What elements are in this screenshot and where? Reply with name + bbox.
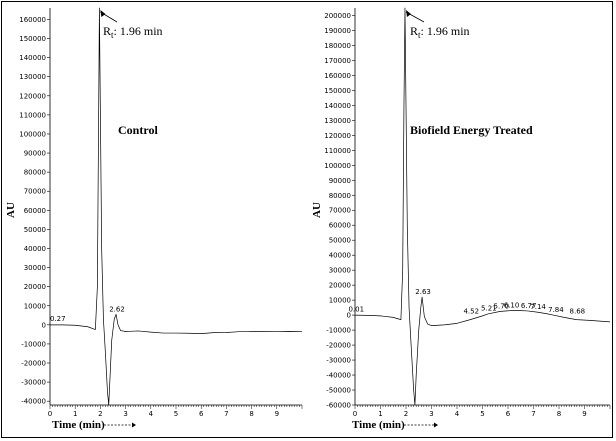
y-tick-label: -20000 xyxy=(326,342,351,350)
y-tick-label: 30000 xyxy=(329,267,351,275)
panel-title: Control xyxy=(118,123,158,137)
y-tick-label: 70000 xyxy=(24,188,46,196)
x-tick-label: 1 xyxy=(378,410,382,418)
y-tick-label: -50000 xyxy=(326,387,351,395)
x-tick-label: 9 xyxy=(582,410,586,418)
y-tick-label: 40000 xyxy=(329,252,351,260)
y-tick-label: 180000 xyxy=(324,42,351,50)
x-tick-label: 8 xyxy=(557,410,561,418)
y-tick-label: 90000 xyxy=(329,177,351,185)
peak-label: 0.27 xyxy=(50,315,66,323)
y-tick-label: 200000 xyxy=(324,12,351,20)
y-tick-label: 70000 xyxy=(329,207,351,215)
x-tick-label: 5 xyxy=(480,410,484,418)
y-tick-label: 150000 xyxy=(19,35,46,43)
chromatogram-trace xyxy=(50,7,303,406)
peak-label: 8.68 xyxy=(570,308,586,316)
y-tick-label: 110000 xyxy=(324,147,351,155)
y-tick-label: 120000 xyxy=(19,92,46,100)
retention-time-annotation: Rt: 1.96 min xyxy=(410,24,470,40)
x-tick-label: 5 xyxy=(174,410,178,418)
x-tick-label: 0 xyxy=(48,410,52,418)
y-tick-label: 160000 xyxy=(324,72,351,80)
y-tick-label: 0 xyxy=(347,312,351,320)
y-tick-label: 140000 xyxy=(324,102,351,110)
peak-label: 6.10 xyxy=(504,302,520,310)
peak-label: 7.14 xyxy=(530,303,546,311)
y-tick-label: 190000 xyxy=(324,27,351,35)
x-tick-label: 6 xyxy=(506,410,511,418)
y-tick-label: -30000 xyxy=(21,379,46,387)
y-tick-label: -20000 xyxy=(21,360,46,368)
y-axis-label: AU xyxy=(311,202,323,218)
peak-label: 6.77 xyxy=(521,302,537,310)
peak-label: 5.21 xyxy=(481,304,497,312)
x-axis-label: Time (min) xyxy=(352,419,405,431)
y-tick-label: -10000 xyxy=(326,327,351,335)
peak-label: 2.62 xyxy=(109,305,125,313)
annotation-arrow-head xyxy=(405,10,411,17)
x-tick-label: 2 xyxy=(404,410,408,418)
y-tick-label: 140000 xyxy=(19,54,46,62)
y-tick-label: -40000 xyxy=(21,398,46,406)
x-tick-label: 4 xyxy=(149,410,154,418)
y-tick-label: 50000 xyxy=(24,226,46,234)
y-tick-label: 20000 xyxy=(24,283,46,291)
y-tick-label: 80000 xyxy=(329,192,351,200)
y-tick-label: 160000 xyxy=(19,16,46,24)
y-tick-label: -10000 xyxy=(21,340,46,348)
y-tick-label: 110000 xyxy=(19,111,46,119)
peak-label: 7.84 xyxy=(548,306,564,314)
y-tick-label: 130000 xyxy=(324,117,351,125)
x-axis-label: Time (min) xyxy=(52,419,105,431)
x-tick-label: 7 xyxy=(531,410,535,418)
y-tick-label: 10000 xyxy=(24,302,46,310)
x-axis-arrow-head xyxy=(434,422,438,428)
y-tick-label: -60000 xyxy=(326,402,351,410)
chart-panel-1: -40000 -30000 -20000 -10000 0 10000 20000 30000… xyxy=(5,7,303,431)
y-tick-label: 20000 xyxy=(329,282,351,290)
x-tick-label: 6 xyxy=(199,410,204,418)
chart-panel-2: -60000-50000-40000-30000-20000-100000100… xyxy=(311,7,611,431)
y-tick-label: 90000 xyxy=(24,150,46,158)
y-tick-label: 0 xyxy=(42,321,46,329)
y-tick-label: 130000 xyxy=(19,73,46,81)
y-tick-label: -40000 xyxy=(326,372,351,380)
x-tick-label: 9 xyxy=(275,410,279,418)
y-tick-label: 120000 xyxy=(324,132,351,140)
x-tick-label: 8 xyxy=(249,410,253,418)
y-tick-label: 80000 xyxy=(24,169,46,177)
x-tick-label: 1 xyxy=(73,410,77,418)
x-tick-label: 3 xyxy=(429,410,433,418)
panel-title: Biofield Energy Treated xyxy=(410,123,533,137)
y-tick-label: 50000 xyxy=(329,237,351,245)
x-tick-label: 2 xyxy=(98,410,102,418)
y-axis-label: AU xyxy=(5,202,17,218)
retention-time-annotation: Rt: 1.96 min xyxy=(103,24,163,40)
y-tick-label: 150000 xyxy=(324,87,351,95)
y-tick-label: 40000 xyxy=(24,245,46,253)
y-tick-label: 60000 xyxy=(24,207,46,215)
y-tick-label: 100000 xyxy=(19,130,46,138)
peak-label: 2.63 xyxy=(415,288,431,296)
peak-label: 5.70 xyxy=(494,302,510,310)
y-tick-label: 60000 xyxy=(329,222,351,230)
x-tick-label: 4 xyxy=(455,410,460,418)
x-tick-label: 0 xyxy=(353,410,357,418)
peak-label: 0.01 xyxy=(348,306,364,314)
y-tick-label: -30000 xyxy=(326,357,351,365)
y-tick-label: 170000 xyxy=(324,57,351,65)
x-tick-label: 7 xyxy=(224,410,228,418)
annotation-arrow-head xyxy=(100,10,106,17)
x-tick-label: 3 xyxy=(123,410,127,418)
y-tick-label: 10000 xyxy=(329,297,351,305)
x-axis-arrow-head xyxy=(132,422,136,428)
y-tick-label: 100000 xyxy=(324,162,351,170)
chromatogram-trace xyxy=(354,7,611,406)
peak-label: 4.52 xyxy=(463,308,479,316)
y-tick-label: 30000 xyxy=(24,264,46,272)
